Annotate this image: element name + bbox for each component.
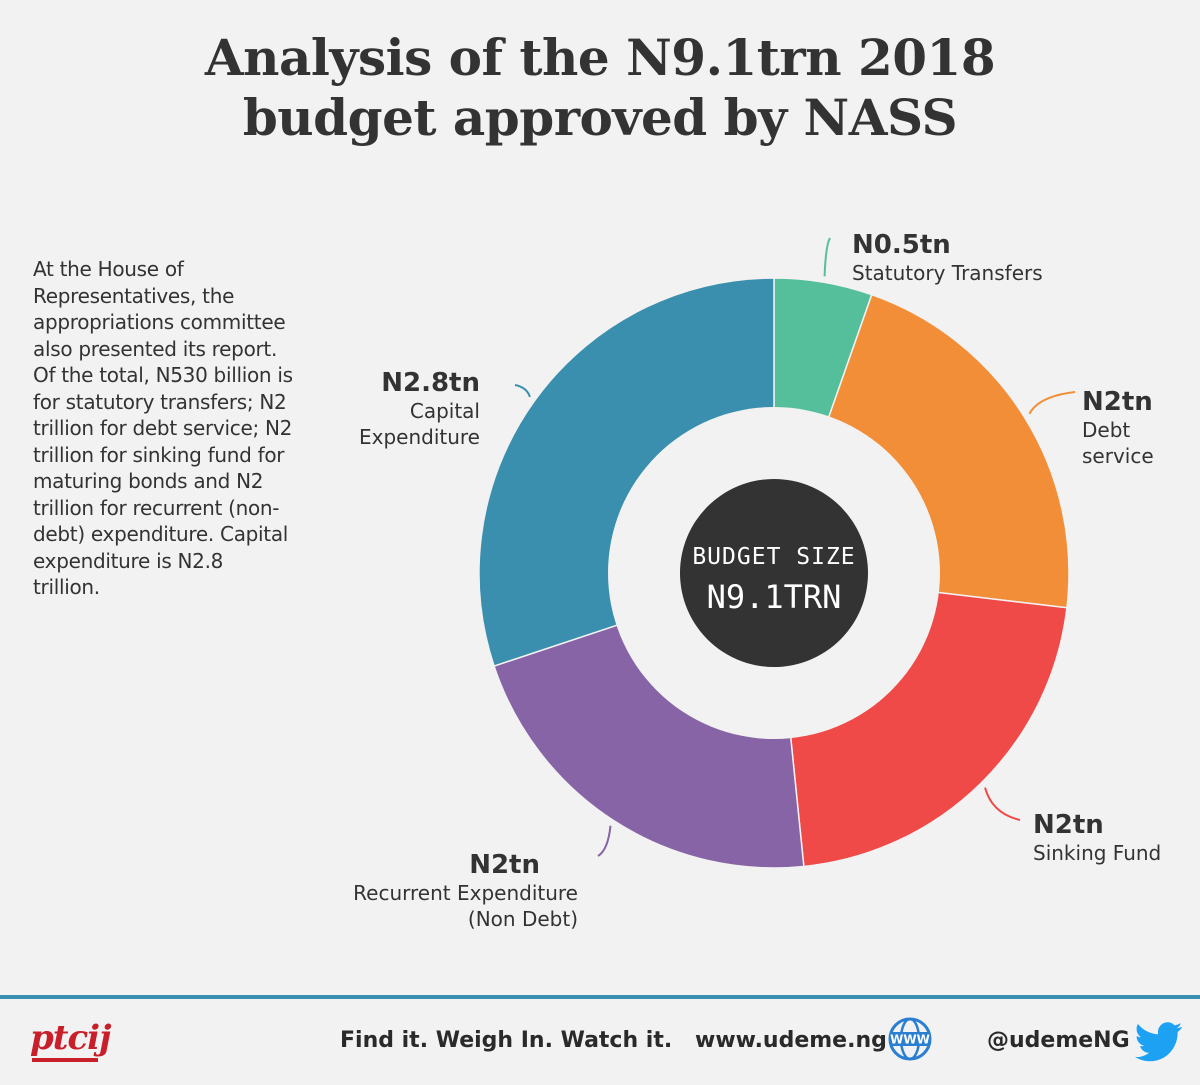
description-text: At the House of Representatives, the app… xyxy=(33,257,293,599)
leader-lines xyxy=(514,237,1076,857)
leader-line-statutory-transfers xyxy=(823,237,831,277)
leader-line-sinking-fund xyxy=(984,787,1021,821)
label-capital-expenditure: N2.8tn Capital Expenditure xyxy=(340,368,480,450)
footer-slogan: Find it. Weigh In. Watch it. xyxy=(340,1028,673,1053)
logo-underline xyxy=(32,1058,98,1062)
twitter-bird-icon[interactable] xyxy=(1135,1022,1183,1062)
title-line-1: Analysis of the N9.1trn 2018 xyxy=(204,28,996,87)
category-label: Recurrent Expenditure (Non Debt) xyxy=(353,881,578,931)
donut-chart xyxy=(478,237,1076,869)
leader-line-capital-expenditure xyxy=(514,384,531,398)
leader-line-recurrent-expenditure xyxy=(597,825,612,857)
value-label: N0.5tn xyxy=(852,230,951,260)
globe-icon[interactable]: WWW xyxy=(887,1016,933,1062)
label-statutory-transfers: N0.5tn Statutory Transfers xyxy=(852,230,1043,286)
chart-title: Analysis of the N9.1trn 2018 budget appr… xyxy=(0,28,1200,148)
category-label: Capital Expenditure xyxy=(358,399,480,449)
value-label: N2.8tn xyxy=(381,368,480,398)
footer-website-link[interactable]: www.udeme.ng xyxy=(695,1028,887,1053)
footer-divider xyxy=(0,995,1200,999)
ptcij-logo: ptcij xyxy=(30,1018,111,1058)
category-label: Debt service xyxy=(1082,418,1154,468)
label-debt-service: N2tn Debt service xyxy=(1082,387,1192,469)
title-line-2: budget approved by NASS xyxy=(242,88,958,147)
center-label: BUDGET SIZE N9.1TRN xyxy=(679,540,869,620)
leader-line-debt-service xyxy=(1028,391,1076,415)
label-sinking-fund: N2tn Sinking Fund xyxy=(1033,810,1161,866)
center-line-2: N9.1TRN xyxy=(706,578,842,616)
footer-twitter-handle[interactable]: @udemeNG xyxy=(987,1028,1130,1053)
www-icon-text: WWW xyxy=(890,1033,930,1047)
category-label: Sinking Fund xyxy=(1033,841,1162,865)
label-recurrent-expenditure: N2tn Recurrent Expenditure (Non Debt) xyxy=(318,850,578,932)
center-badge xyxy=(680,479,868,667)
value-label: N2tn xyxy=(469,850,540,880)
center-line-1: BUDGET SIZE xyxy=(692,544,856,570)
value-label: N2tn xyxy=(1033,810,1104,840)
category-label: Statutory Transfers xyxy=(852,261,1043,285)
value-label: N2tn xyxy=(1082,387,1153,417)
